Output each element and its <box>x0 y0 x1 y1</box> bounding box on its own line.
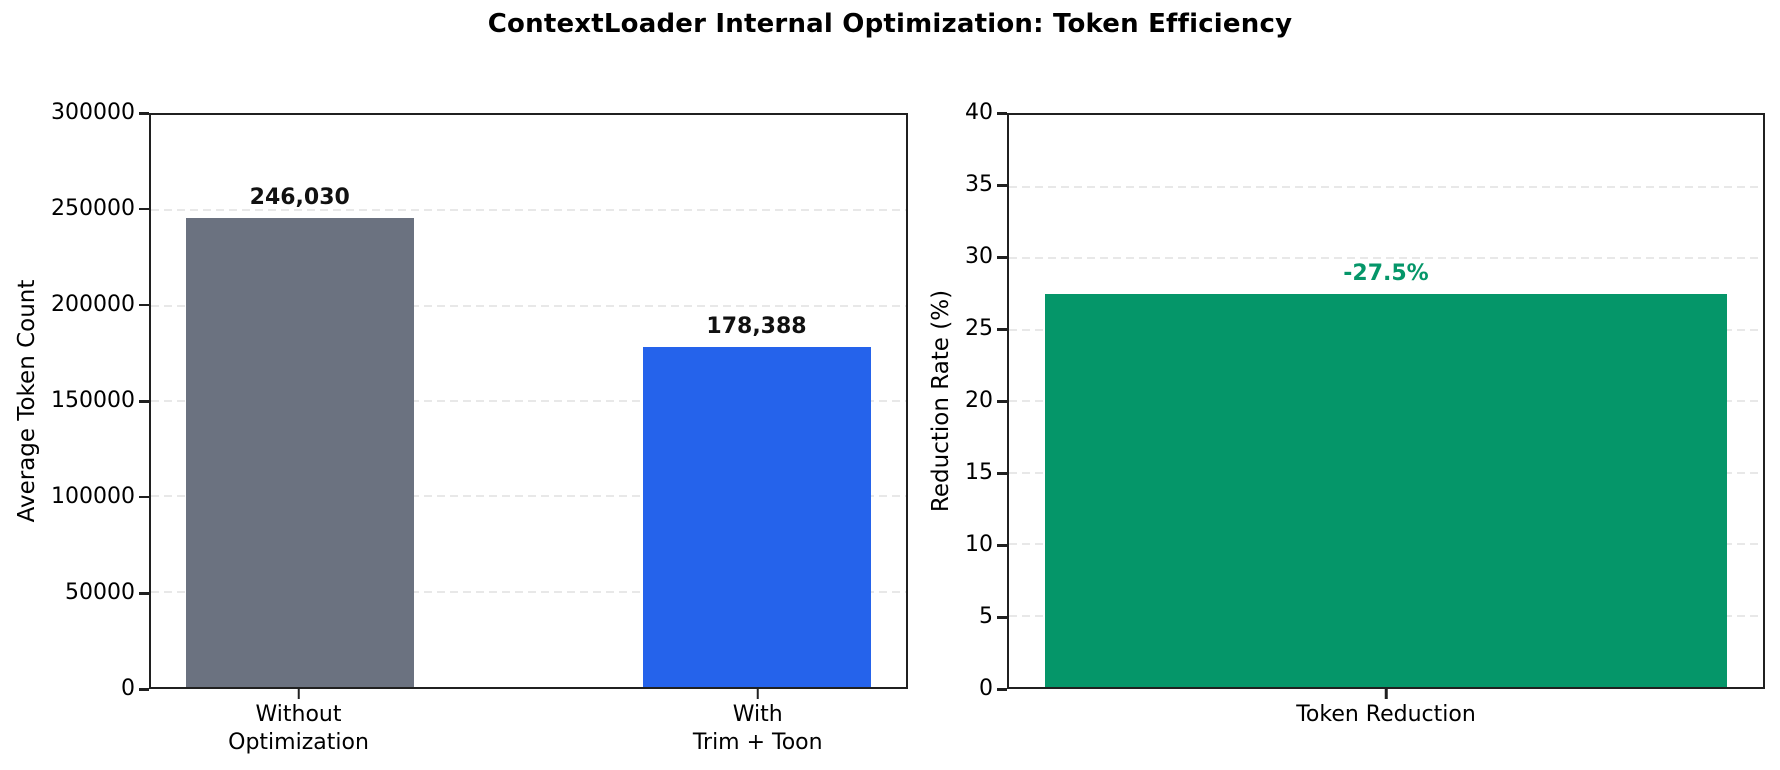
bar-value-label: 178,388 <box>706 313 807 339</box>
chart-reduction-rate: Reduction Rate (%) -27.5% 0 5 10 15 20 25 30 35… <box>928 100 1765 727</box>
y-tick-label: 0 <box>979 676 993 701</box>
y-tick-mark <box>139 400 149 403</box>
x-tick-label: With Trim + Toon <box>692 702 823 755</box>
x-tick-label: Without Optimization <box>228 702 369 755</box>
bar-value-label: -27.5% <box>1343 260 1429 286</box>
y-tick-label: 25 <box>965 316 993 341</box>
bar <box>642 346 871 687</box>
y-tick-mark <box>139 112 149 115</box>
y-tick-label: 100000 <box>51 483 135 509</box>
y-tick-label: 40 <box>965 100 993 125</box>
x-tick-mark <box>1384 689 1388 699</box>
plot-area: 246,030 178,388 <box>149 113 908 689</box>
y-tick-label: 20 <box>965 388 993 413</box>
y-tick-mark <box>139 207 149 211</box>
gridline <box>151 209 906 212</box>
y-axis-label: Reduction Rate (%) <box>928 289 954 513</box>
bar-value-label: 246,030 <box>249 184 350 210</box>
gridline <box>151 304 906 307</box>
y-tick-label: 250000 <box>51 195 135 221</box>
y-tick-label: 30 <box>965 244 993 269</box>
y-tick-mark <box>139 688 149 691</box>
y-tick-label: 150000 <box>51 388 135 413</box>
gridline <box>151 400 906 402</box>
y-tick-label: 10 <box>965 532 993 557</box>
y-tick-label: 300000 <box>51 100 135 125</box>
plot-area: -27.5% <box>1007 113 1765 689</box>
bar <box>185 217 414 687</box>
y-tick-label: 200000 <box>51 291 135 317</box>
gridline <box>1009 185 1763 188</box>
y-tick-mark <box>997 616 1007 619</box>
gridline <box>1009 257 1763 259</box>
y-tick-mark <box>997 256 1007 259</box>
y-tick-mark <box>997 472 1007 475</box>
y-tick-label: 35 <box>965 172 993 197</box>
figure-title: ContextLoader Internal Optimization: Tok… <box>487 9 1293 39</box>
y-tick-label: 15 <box>965 460 993 485</box>
y-tick-label: 0 <box>121 676 135 701</box>
y-tick-mark <box>139 495 149 499</box>
y-tick-mark <box>139 303 149 307</box>
y-tick-mark <box>997 184 1007 187</box>
y-tick-mark <box>997 328 1007 331</box>
y-tick-mark <box>139 592 149 595</box>
y-tick-mark <box>997 112 1007 115</box>
chart-token-count: Average Token Count 246,030 178,388 0 5000… <box>14 100 908 755</box>
bar <box>1044 293 1728 687</box>
y-tick-label: 5 <box>979 604 993 629</box>
y-tick-mark <box>997 400 1007 403</box>
x-tick-label: Token Reduction <box>1296 702 1476 727</box>
gridline <box>151 590 906 593</box>
y-tick-mark <box>997 688 1007 691</box>
y-axis-label: Average Token Count <box>14 279 40 523</box>
x-tick-mark <box>297 689 300 699</box>
gridline <box>151 495 906 498</box>
y-tick-mark <box>997 544 1007 547</box>
x-tick-mark <box>756 689 759 699</box>
y-tick-label: 50000 <box>65 580 135 605</box>
